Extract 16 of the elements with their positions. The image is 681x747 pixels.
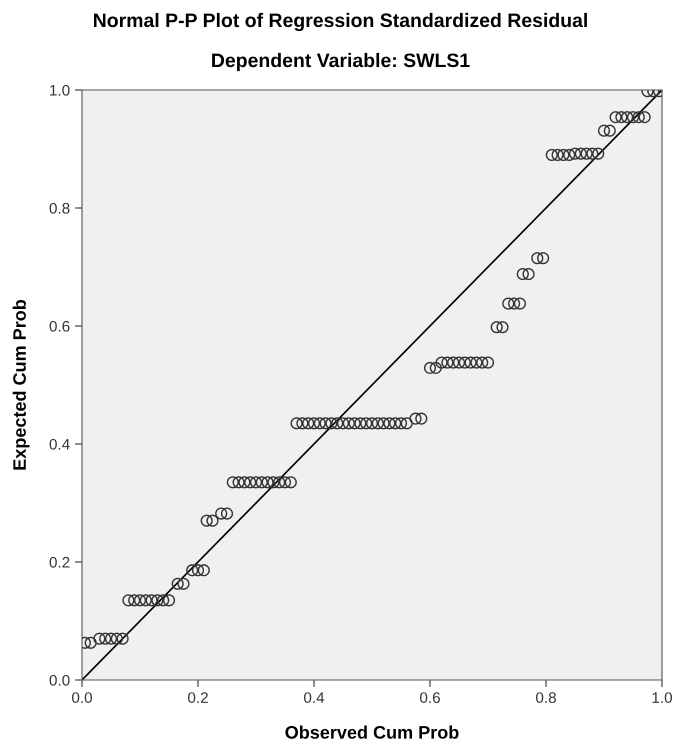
- y-tick-label: 0.6: [50, 320, 70, 332]
- x-tick-label: 0.6: [420, 692, 440, 704]
- x-tick-label: 0.4: [304, 692, 324, 704]
- x-tick-label: 1.0: [652, 692, 672, 704]
- y-tick-label: 1.0: [50, 84, 70, 96]
- y-tick-label: 0.8: [50, 202, 70, 214]
- x-tick-label: 0.8: [536, 692, 556, 704]
- chart-subtitle: Dependent Variable: SWLS1: [212, 52, 470, 72]
- y-tick-label: 0.2: [50, 556, 70, 568]
- y-tick-label: 0.4: [50, 438, 70, 450]
- y-axis-title: Expected Cum Prob: [12, 300, 30, 470]
- chart-title: Normal P-P Plot of Regression Standardized Residual: [94, 12, 587, 32]
- x-axis-title: Observed Cum Prob: [285, 725, 459, 739]
- x-tick-label: 0.2: [188, 692, 208, 704]
- y-tick-label: 0.0: [50, 674, 70, 686]
- x-tick-label: 0.0: [72, 692, 92, 704]
